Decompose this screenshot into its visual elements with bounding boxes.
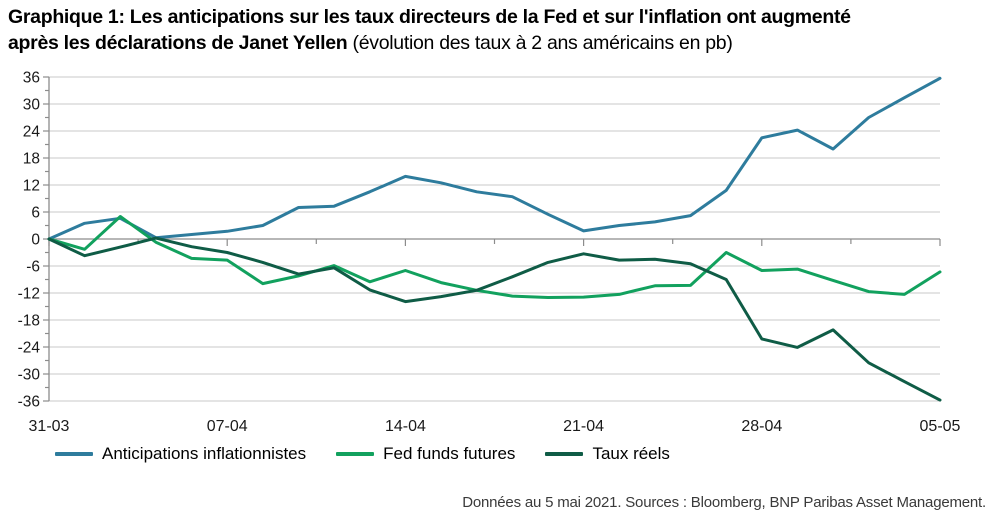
legend-item-taux-reels: Taux réels: [545, 444, 670, 464]
series-line-anticipations-inflationnistes: [47, 76, 942, 241]
legend-swatch-anticipations: [55, 452, 93, 456]
title-line1: Graphique 1: Les anticipations sur les t…: [8, 6, 851, 28]
x-tick-label: 05-05: [920, 418, 961, 435]
legend-item-anticipations: Anticipations inflationnistes: [55, 444, 306, 464]
legend-swatch-fed-funds: [336, 452, 375, 456]
y-tick-label: 36: [23, 70, 40, 87]
title-line2-bold: après les déclarations de Janet Yellen: [8, 32, 348, 54]
y-tick-label: 12: [23, 178, 40, 195]
x-tick-label: 31-03: [29, 418, 70, 435]
y-tick-label: -24: [18, 340, 41, 357]
source-note: Données au 5 mai 2021. Sources : Bloombe…: [462, 494, 986, 511]
y-tick-label: -18: [18, 313, 40, 330]
x-tick-label: 14-04: [385, 418, 426, 435]
legend-swatch-taux-reels: [545, 452, 584, 456]
y-tick-label: -36: [18, 394, 40, 411]
y-tick-label: 6: [31, 205, 40, 222]
y-tick-label: -6: [26, 259, 40, 276]
legend-label-anticipations: Anticipations inflationnistes: [102, 444, 307, 463]
x-tick-label: 07-04: [207, 418, 248, 435]
line-chart: -36 -30 -24 -18 -12 -6 0 6 12 18 24 30 36 31-03 07-04 1…: [18, 70, 961, 436]
x-tick-label: 28-04: [741, 418, 782, 435]
chart-title: Graphique 1: Les anticipations sur les t…: [8, 4, 988, 56]
y-tick-label: 24: [23, 124, 41, 141]
y-tick-label: -30: [18, 367, 41, 384]
x-tick-label: 21-04: [563, 418, 604, 435]
legend-label-taux-reels: Taux réels: [592, 444, 670, 463]
title-line2-subtitle: (évolution des taux à 2 ans américains e…: [347, 32, 733, 54]
y-tick-label: 0: [31, 232, 40, 249]
legend-label-fed-funds: Fed funds futures: [383, 444, 516, 463]
y-tick-label: 30: [23, 97, 41, 114]
y-tick-label: 18: [23, 151, 40, 168]
y-tick-label: -12: [18, 286, 40, 303]
series-line-fed-funds-futures: [47, 215, 942, 299]
legend: Anticipations inflationnistes Fed funds …: [55, 444, 670, 464]
legend-item-fed-funds: Fed funds futures: [336, 444, 515, 464]
series-line-taux-r-els: [47, 236, 942, 402]
